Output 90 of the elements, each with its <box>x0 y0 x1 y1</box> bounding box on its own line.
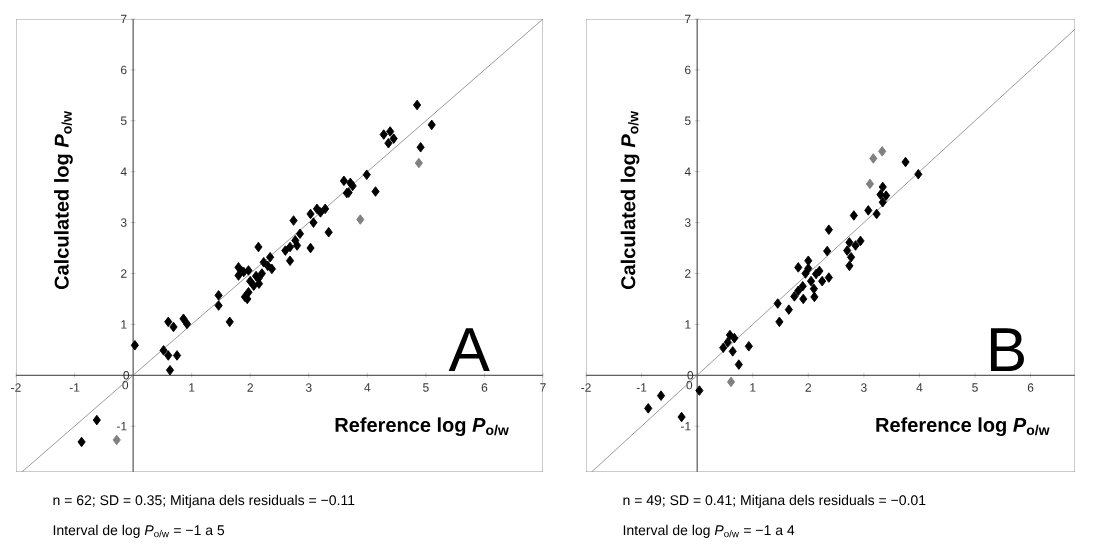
x-tick-label: -2 <box>581 383 591 392</box>
x-tick-label: 2 <box>247 383 253 392</box>
x-tick-label: -1 <box>636 383 647 392</box>
point <box>414 157 423 169</box>
y-tick-label: 3 <box>684 218 691 227</box>
y-axis-title: Calculated log P$_{o/w}$ <box>54 110 73 290</box>
point <box>790 291 799 302</box>
x-axis-title: Reference log P$_{o/w}$ <box>876 417 1050 437</box>
annotation: A <box>448 328 490 372</box>
point <box>869 153 878 164</box>
point <box>843 245 852 256</box>
y-tick-label: 5 <box>120 116 127 125</box>
point <box>864 205 873 216</box>
x-tick-label: 4 <box>916 383 923 392</box>
point <box>901 156 910 168</box>
point <box>719 342 728 354</box>
y-tick-label: -1 <box>116 422 127 431</box>
x-tick-label: 5 <box>972 383 978 392</box>
point <box>878 146 887 157</box>
x-tick-label: 6 <box>1027 383 1034 392</box>
text: n = 49; SD = 0.41; Mitjana dels residuals = −0.01 <box>623 494 926 508</box>
point <box>872 208 881 220</box>
point <box>810 291 819 303</box>
text: Interval de log P$_{o/w}$ = −1 a 5 <box>53 524 225 538</box>
text: n = 62; SD = 0.35; Mitjana dels residuals = −0.11 <box>53 494 355 508</box>
x-tick-label: -1 <box>69 383 80 392</box>
y-tick-label: 4 <box>120 167 127 176</box>
point <box>723 336 732 348</box>
x-tick-label: 1 <box>189 383 195 392</box>
point <box>876 189 885 200</box>
y-tick-label: 5 <box>684 116 691 125</box>
point <box>845 237 854 248</box>
annotation: B <box>990 328 1024 372</box>
y-tick-label: 1 <box>121 320 127 329</box>
point <box>851 240 860 251</box>
y-tick-label: -1 <box>680 422 691 431</box>
point <box>865 178 875 190</box>
point <box>849 210 858 221</box>
y-tick-label: 1 <box>685 320 691 329</box>
point <box>794 262 803 273</box>
text: Interval de log P$_{o/w}$ = −1 a 4 <box>623 524 795 538</box>
point <box>677 411 686 423</box>
x-tick-label: 4 <box>364 383 371 392</box>
x-axis-title: Reference log P$_{o/w}$ <box>335 417 509 437</box>
point <box>799 293 808 305</box>
x-tick-label: 2 <box>805 383 812 392</box>
point <box>730 332 739 344</box>
point <box>794 285 803 297</box>
point <box>773 298 782 309</box>
point <box>356 214 365 225</box>
y-tick-label: 4 <box>684 167 691 176</box>
point <box>727 376 736 388</box>
point <box>847 251 856 263</box>
x-tick-label: 5 <box>423 383 429 392</box>
point <box>845 260 854 272</box>
x-tick-label: 1 <box>750 383 756 392</box>
y-tick-label: 7 <box>685 14 691 24</box>
point <box>824 224 833 235</box>
point <box>823 245 832 257</box>
y-tick-label: 6 <box>121 65 127 75</box>
point <box>824 272 833 283</box>
point <box>644 403 653 414</box>
point <box>809 283 818 295</box>
point <box>818 275 827 287</box>
x-tick-label: 3 <box>305 383 312 392</box>
x-tick-label: -2 <box>11 383 21 392</box>
y-axis-title: Calculated log P$_{o/w}$ <box>620 110 640 290</box>
point <box>775 316 784 328</box>
point <box>804 263 813 274</box>
x-tick-label: 3 <box>860 383 867 392</box>
point <box>856 235 865 247</box>
point <box>734 359 743 370</box>
point <box>878 181 887 193</box>
point <box>914 168 923 180</box>
y-tick-label: 6 <box>685 65 691 75</box>
y-tick-label: 2 <box>121 269 127 278</box>
x-tick-label: 6 <box>481 383 488 392</box>
point <box>798 280 807 292</box>
point <box>878 196 887 208</box>
y-tick-label: 7 <box>121 14 127 24</box>
point <box>807 275 816 287</box>
y-tick-label: 3 <box>120 218 127 227</box>
point <box>784 304 793 315</box>
point <box>112 434 121 446</box>
x-tick-label: 7 <box>540 383 546 392</box>
point <box>728 346 737 357</box>
point <box>695 385 704 396</box>
y-tick-label: 2 <box>685 269 691 278</box>
point <box>744 341 753 352</box>
point <box>656 390 666 401</box>
